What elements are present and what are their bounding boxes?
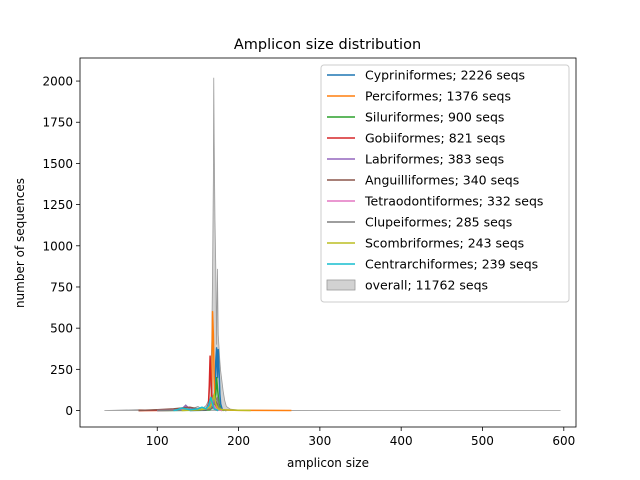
x-axis-label: amplicon size [287,456,369,470]
y-tick-label: 750 [50,280,73,294]
x-tick-label: 100 [146,434,169,448]
x-tick-label: 200 [227,434,250,448]
y-axis-label: number of sequences [13,178,27,308]
legend-box [320,64,570,303]
legend-label: Perciformes; 1376 seqs [365,89,511,104]
x-tick-label: 400 [390,434,413,448]
y-tick-label: 1250 [42,198,73,212]
legend-label: Siluriformes; 900 seqs [365,110,504,125]
series-line-8 [181,393,251,412]
legend: Cypriniformes; 2226 seqs Perciformes; 137… [320,64,570,303]
series-line-9 [173,396,219,412]
y-tick-label: 1500 [42,157,73,171]
legend-swatch-overall [326,279,356,291]
y-axis: 0 250 500 750 1000 1250 1500 1750 2000 [42,75,80,418]
series-line-3 [138,355,219,412]
legend-label: Centrarchiformes; 239 seqs [365,257,538,272]
legend-label-overall: overall; 11762 seqs [365,278,488,293]
legend-label: Labriformes; 383 seqs [365,152,504,167]
legend-label: Cypriniformes; 2226 seqs [365,68,525,83]
legend-label: Anguilliformes; 340 seqs [365,173,519,188]
legend-label: Clupeiformes; 285 seqs [365,215,512,230]
x-tick-label: 300 [308,434,331,448]
y-tick-label: 0 [65,404,73,418]
y-tick-label: 500 [50,322,73,336]
plot-area [104,77,561,412]
x-tick-label: 600 [552,434,575,448]
legend-label: Tetraodontiformes; 332 seqs [364,194,543,209]
chart-title: Amplicon size distribution [234,37,421,53]
legend-label: Scombriformes; 243 seqs [365,236,524,251]
y-tick-label: 1000 [42,239,73,253]
y-tick-label: 2000 [42,75,73,89]
y-tick-label: 250 [50,363,73,377]
y-tick-label: 1750 [42,116,73,130]
plot-frame [79,57,577,428]
legend-label: Gobiiformes; 821 seqs [365,131,505,146]
x-axis: 100 200 300 400 500 600 [146,427,575,448]
x-tick-label: 500 [471,434,494,448]
